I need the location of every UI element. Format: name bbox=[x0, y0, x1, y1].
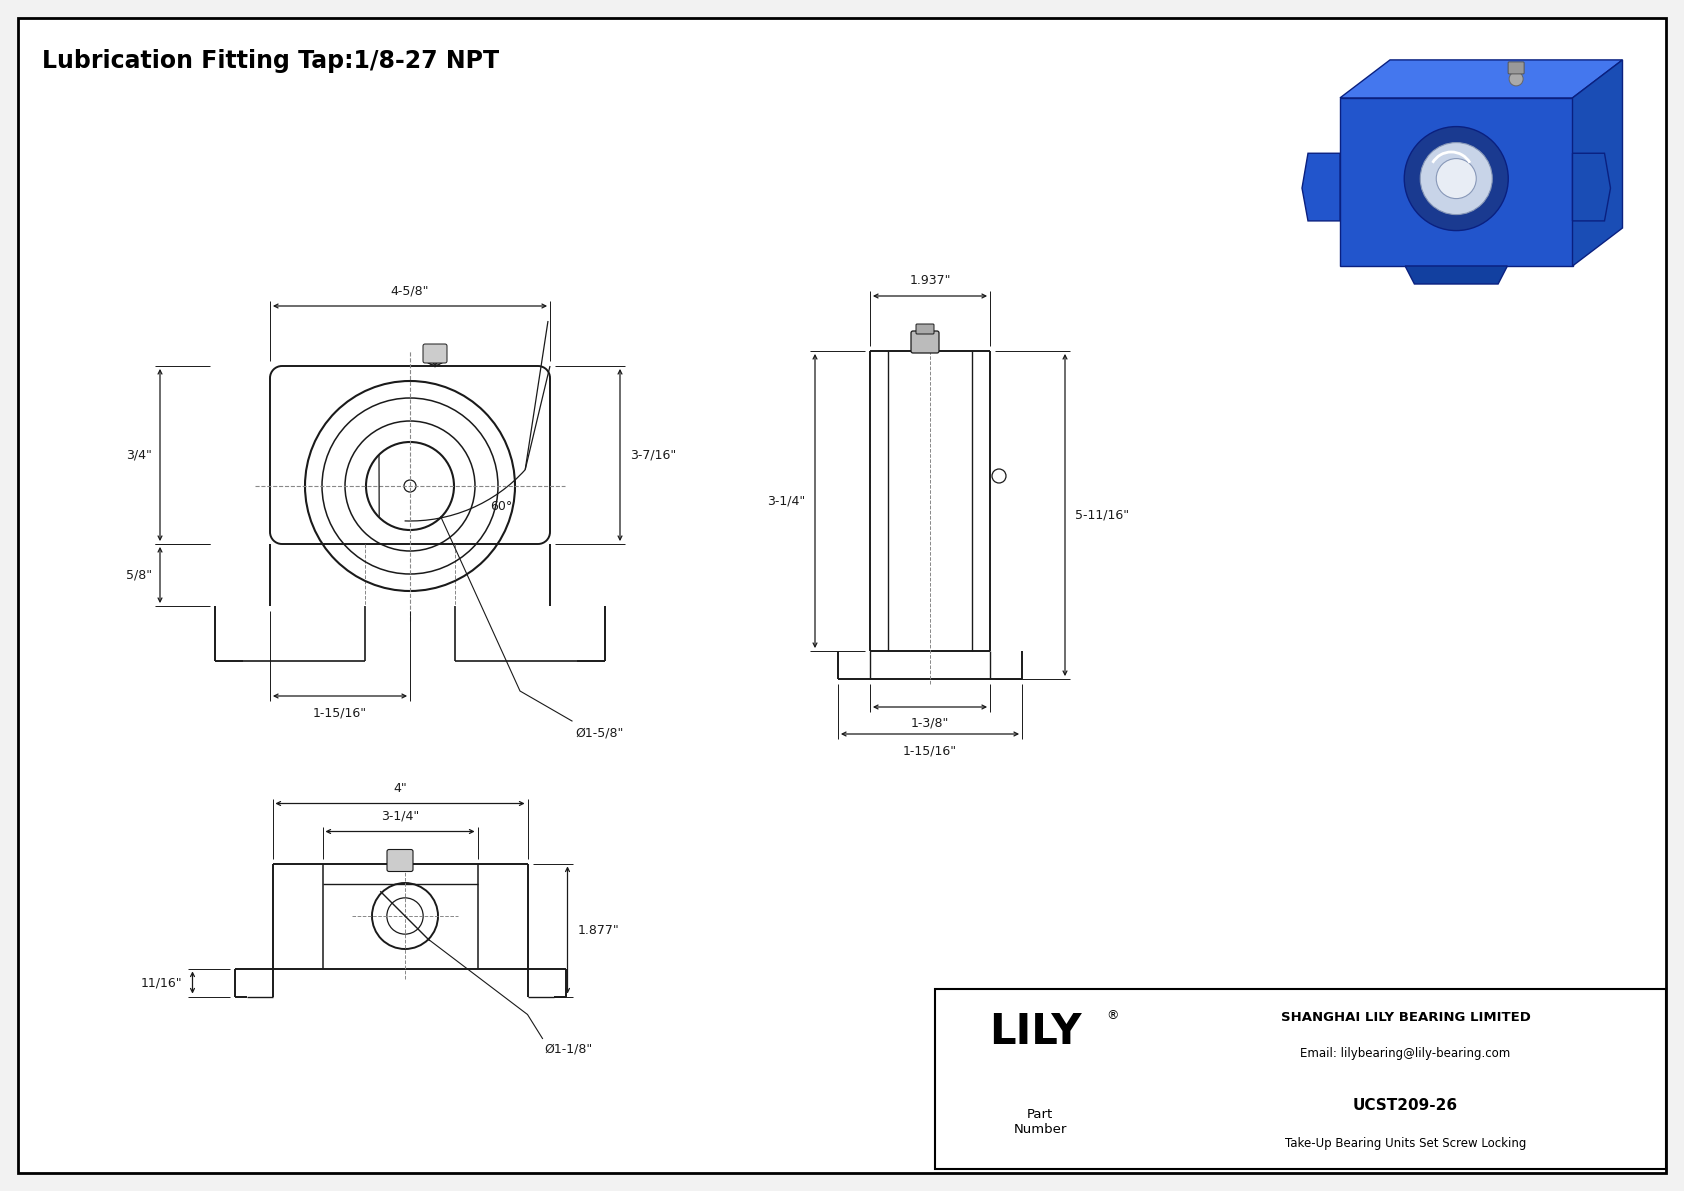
Text: 4": 4" bbox=[392, 781, 408, 794]
Text: 5-11/16": 5-11/16" bbox=[1074, 509, 1130, 522]
Polygon shape bbox=[1340, 60, 1622, 98]
Circle shape bbox=[1436, 158, 1477, 199]
Text: Ø1-1/8": Ø1-1/8" bbox=[544, 1042, 593, 1055]
Text: ®: ® bbox=[1106, 1009, 1120, 1022]
Polygon shape bbox=[428, 362, 434, 367]
Text: 5/8": 5/8" bbox=[126, 568, 152, 581]
FancyBboxPatch shape bbox=[911, 331, 940, 353]
Polygon shape bbox=[434, 354, 443, 366]
FancyBboxPatch shape bbox=[916, 324, 935, 333]
Text: Part
Number: Part Number bbox=[1014, 1108, 1066, 1136]
FancyBboxPatch shape bbox=[387, 849, 413, 872]
Polygon shape bbox=[1404, 266, 1507, 283]
Text: UCST209-26: UCST209-26 bbox=[1352, 1098, 1458, 1114]
Text: Lubrication Fitting Tap:1/8-27 NPT: Lubrication Fitting Tap:1/8-27 NPT bbox=[42, 49, 498, 73]
Text: Take-Up Bearing Units Set Screw Locking: Take-Up Bearing Units Set Screw Locking bbox=[1285, 1137, 1526, 1151]
Text: Email: lilybearing@lily-bearing.com: Email: lilybearing@lily-bearing.com bbox=[1300, 1047, 1511, 1060]
Text: 3-1/4": 3-1/4" bbox=[381, 810, 419, 823]
Polygon shape bbox=[1573, 60, 1622, 266]
Text: 1.937": 1.937" bbox=[909, 274, 951, 287]
Polygon shape bbox=[434, 349, 443, 366]
Bar bbox=[935, 989, 1665, 1170]
Text: SHANGHAI LILY BEARING LIMITED: SHANGHAI LILY BEARING LIMITED bbox=[1280, 1011, 1531, 1024]
Text: Ø1-5/8": Ø1-5/8" bbox=[574, 727, 623, 738]
Polygon shape bbox=[434, 362, 443, 367]
Polygon shape bbox=[1573, 154, 1610, 220]
Polygon shape bbox=[1302, 154, 1340, 220]
Circle shape bbox=[1420, 143, 1492, 214]
Polygon shape bbox=[428, 349, 434, 366]
Polygon shape bbox=[428, 354, 434, 366]
Text: 1-15/16": 1-15/16" bbox=[313, 706, 367, 719]
Text: 3-7/16": 3-7/16" bbox=[630, 449, 677, 461]
Text: 3-1/4": 3-1/4" bbox=[766, 494, 805, 507]
Circle shape bbox=[1404, 126, 1509, 231]
Text: 4-5/8": 4-5/8" bbox=[391, 285, 429, 298]
Text: 1-15/16": 1-15/16" bbox=[903, 744, 957, 757]
Text: 1.877": 1.877" bbox=[578, 923, 620, 936]
Text: 1-3/8": 1-3/8" bbox=[911, 717, 950, 730]
FancyBboxPatch shape bbox=[423, 344, 446, 363]
Text: 60°: 60° bbox=[490, 500, 512, 513]
Text: 11/16": 11/16" bbox=[141, 975, 182, 989]
Text: 3/4": 3/4" bbox=[126, 449, 152, 461]
FancyBboxPatch shape bbox=[1509, 62, 1524, 74]
Circle shape bbox=[1509, 71, 1522, 86]
Text: LILY: LILY bbox=[989, 1011, 1081, 1053]
Polygon shape bbox=[1340, 98, 1573, 266]
